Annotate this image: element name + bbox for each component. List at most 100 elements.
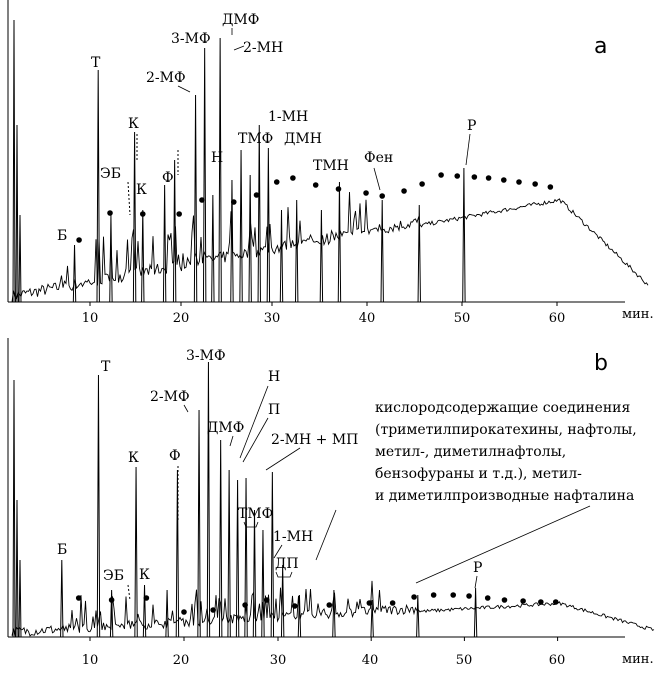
- panel-a-marker-0: [76, 237, 82, 243]
- panel-b-peak-0: [60, 559, 64, 638]
- panel-b-leader-oxy: [315, 509, 337, 561]
- panel-a-peak-16: [279, 209, 284, 303]
- panel-b-label-P: П: [268, 402, 280, 418]
- panel-a-tick-20: 20: [173, 311, 190, 326]
- panel-b-note-line-3: метил-, диметилнафтолы,: [375, 444, 566, 460]
- panel-b-tick-20: 20: [173, 653, 190, 668]
- panel-b-tick-30: 30: [270, 653, 287, 668]
- panel-a-peak-22: [462, 167, 466, 303]
- panel-b-peak-12: [244, 477, 248, 638]
- panel-b-guide-EB: [127, 584, 131, 601]
- panel-a-tick-40: 40: [359, 311, 376, 326]
- panel-b-peak-4: [142, 584, 147, 638]
- panel-a-label-DMF: ДМФ: [222, 12, 259, 28]
- panel-b-letter: b: [594, 351, 608, 376]
- panel-a-label-MN1: 1-МН: [268, 109, 308, 125]
- panel-a-peak-13: [248, 174, 252, 303]
- panel-a-front-spike-2: [18, 214, 22, 303]
- panel-b-marker-0: [75, 595, 82, 601]
- panel-b-note-line-5: и диметилпроизводные нафталина: [375, 488, 634, 504]
- panel-b-bracket-DP: [275, 571, 293, 578]
- panel-a-peak-11: [230, 179, 234, 303]
- panel-a-peak-9: [211, 194, 215, 303]
- panel-b-leader-R: [474, 575, 478, 589]
- panel-a-marker-20: [516, 179, 522, 185]
- panel-b-marker-2: [143, 595, 150, 601]
- panel-a-label-B: Б: [57, 228, 67, 244]
- panel-b-label-T: Т: [101, 359, 111, 375]
- panel-a-label-R: Р: [467, 118, 476, 134]
- panel-a-peaks: [12, 19, 466, 303]
- panel-b-label-DP: ДП: [275, 556, 299, 572]
- panel-b-tick-10: 10: [82, 653, 99, 668]
- panel-b-tick-40: 40: [362, 653, 379, 668]
- panel-a-tick-10: 10: [82, 311, 99, 326]
- panel-a-peak-1: [96, 69, 100, 303]
- panel-a-marker-7: [273, 179, 280, 185]
- panel-b-front-spike-2: [18, 559, 22, 638]
- panel-a-label-K2: К: [136, 182, 147, 198]
- panel-a-peak-8: [202, 47, 207, 303]
- panel-b-peak-20: [416, 594, 420, 638]
- panel-b-leader-P: [242, 417, 269, 463]
- panel-b-bracket-TMF: [243, 521, 259, 528]
- panel-a-marker-21: [532, 181, 538, 187]
- panel-a-front-spike-0: [12, 19, 16, 303]
- panel-b-marker-13: [450, 592, 457, 598]
- panel-b-leader-MF2: [183, 404, 189, 413]
- panel-b-label-F: Ф: [169, 448, 181, 464]
- panel-a-marker-12: [379, 193, 386, 199]
- panel-a-peak-20: [380, 199, 384, 303]
- panel-b-peak-3: [134, 466, 138, 638]
- panel-a-peak-2: [109, 214, 113, 303]
- panel-a-marker-11: [363, 190, 369, 196]
- panel-b-peak-7: [197, 409, 201, 638]
- panel-b-peak-16: [280, 564, 285, 638]
- panel-b-label-B: Б: [57, 542, 67, 558]
- panel-b-front-spike-1: [15, 499, 19, 638]
- panel-a-peak-3: [132, 131, 137, 303]
- panel-b-peak-1: [96, 374, 101, 638]
- panel-b-tick-60: 60: [549, 653, 566, 668]
- panel-a-peak-17: [295, 199, 299, 303]
- panel-a-marker-6: [253, 192, 260, 198]
- panel-a-marker-17: [471, 174, 478, 180]
- panel-b-label-R: Р: [473, 560, 482, 576]
- panel-a-label-TMN: ТМН: [313, 158, 349, 174]
- panel-a-tick-60: 60: [549, 311, 566, 326]
- panel-b-note-line-2: (триметилпирокатехины, нафтолы,: [375, 422, 637, 438]
- panel-b-peaks: [12, 361, 478, 638]
- panel-b-tick-50: 50: [456, 653, 473, 668]
- panel-b-x-unit: мин.: [622, 652, 654, 667]
- panel-b-dashed-guides: [127, 466, 179, 601]
- panel-a-tick-marks: [89, 302, 558, 306]
- panel-a: 10 20 30 40 50 60 мин. a Б Т ЭБ К К Ф 2-…: [7, 0, 654, 326]
- panel-b-marker-10: [389, 600, 396, 606]
- panel-b-marker-7: [291, 603, 298, 609]
- panel-b-marker-4: [210, 607, 216, 613]
- panel-b-note-line-4: бензофураны и т.д.), метил-: [375, 466, 582, 482]
- panel-b-marker-15: [484, 595, 491, 601]
- panel-b-peak-5: [165, 589, 169, 638]
- panel-a-label-EB: ЭБ: [100, 166, 121, 182]
- panel-b-peak-10: [227, 469, 231, 638]
- panel-b-tick-marks: [89, 637, 559, 641]
- panel-a-marker-8: [290, 175, 296, 181]
- panel-a-marker-15: [438, 172, 444, 178]
- panel-a-peak-19: [337, 181, 342, 303]
- panel-a-peak-10: [218, 37, 222, 303]
- panel-b-label-TMF: ТМФ: [238, 506, 273, 522]
- panel-a-marker-13: [401, 188, 407, 194]
- panel-b-label-DMF: ДМФ: [207, 420, 244, 436]
- panel-b-marker-14: [466, 593, 472, 599]
- panel-b: 10 20 30 40 50 60 мин. b Б Т ЭБ К К Ф 2-…: [7, 338, 655, 668]
- panel-a-tick-50: 50: [454, 311, 471, 326]
- panel-b-marker-6: [263, 597, 270, 603]
- panel-b-peak-6: [175, 469, 180, 638]
- panel-a-marker-14: [419, 181, 425, 187]
- panel-b-leader-note: [415, 505, 591, 584]
- panel-a-marker-18: [485, 175, 492, 181]
- panel-a-guide-EB: [127, 181, 131, 216]
- panel-b-marker-1: [108, 597, 115, 603]
